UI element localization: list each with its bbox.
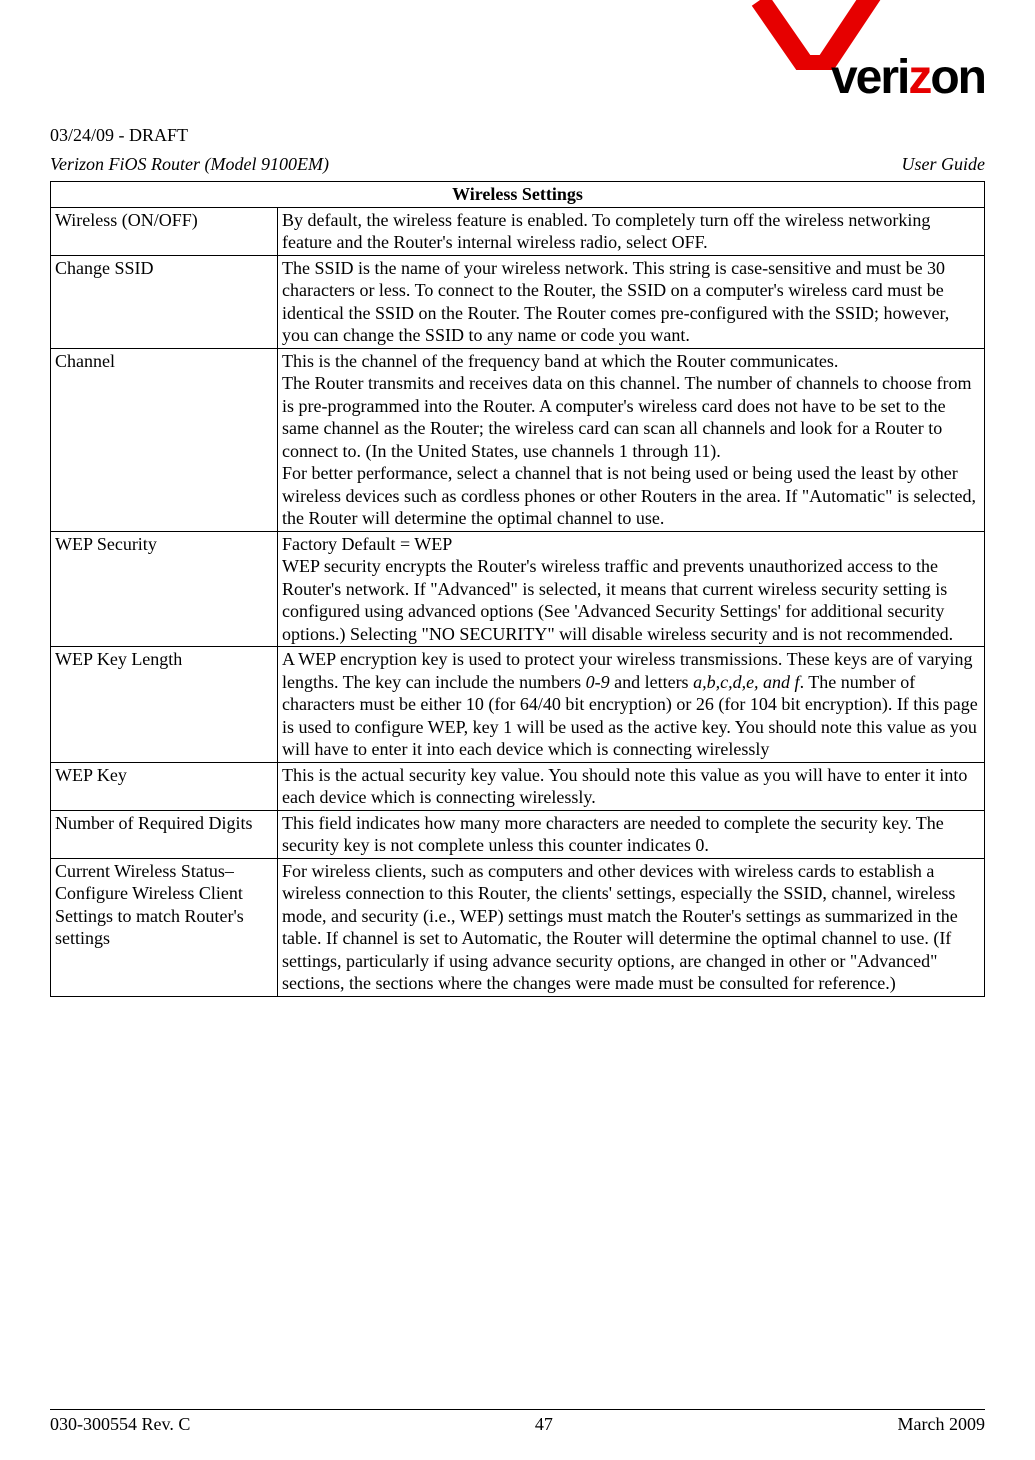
table-row: WEP SecurityFactory Default = WEPWEP sec… [51, 531, 985, 647]
table-row: Number of Required DigitsThis field indi… [51, 810, 985, 858]
setting-label: Wireless (ON/OFF) [51, 207, 278, 255]
verizon-logo: verizon [725, 10, 985, 105]
logo-part1: veri [831, 51, 908, 104]
setting-description: Factory Default = WEPWEP security encryp… [278, 531, 985, 647]
doc-title-right: User Guide [902, 154, 986, 175]
setting-description: This is the channel of the frequency ban… [278, 348, 985, 531]
setting-label: WEP Key Length [51, 647, 278, 763]
table-title: Wireless Settings [51, 182, 985, 208]
setting-description: The SSID is the name of your wireless ne… [278, 255, 985, 348]
logo-z: z [908, 51, 930, 104]
page-footer: 030-300554 Rev. C 47 March 2009 [50, 1414, 985, 1435]
table-row: Change SSIDThe SSID is the name of your … [51, 255, 985, 348]
setting-label: WEP Key [51, 762, 278, 810]
footer-divider [50, 1409, 985, 1410]
setting-label: WEP Security [51, 531, 278, 647]
logo-text: verizon [831, 50, 985, 105]
draft-date: 03/24/09 - DRAFT [50, 125, 985, 146]
doc-title-left: Verizon FiOS Router (Model 9100EM) [50, 154, 329, 175]
setting-description: For wireless clients, such as computers … [278, 858, 985, 996]
setting-label: Current Wireless Status–Configure Wirele… [51, 858, 278, 996]
footer-left: 030-300554 Rev. C [50, 1414, 190, 1435]
table-row: WEP KeyThis is the actual security key v… [51, 762, 985, 810]
setting-label: Change SSID [51, 255, 278, 348]
table-row: WEP Key LengthA WEP encryption key is us… [51, 647, 985, 763]
footer-right: March 2009 [898, 1414, 985, 1435]
setting-description: By default, the wireless feature is enab… [278, 207, 985, 255]
document-header: Verizon FiOS Router (Model 9100EM) User … [50, 154, 985, 175]
footer-page-number: 47 [535, 1414, 553, 1435]
table-row: Wireless (ON/OFF)By default, the wireles… [51, 207, 985, 255]
setting-description: This field indicates how many more chara… [278, 810, 985, 858]
setting-label: Channel [51, 348, 278, 531]
table-row: ChannelThis is the channel of the freque… [51, 348, 985, 531]
logo-part2: on [930, 51, 985, 104]
wireless-settings-table: Wireless Settings Wireless (ON/OFF)By de… [50, 181, 985, 997]
table-row: Current Wireless Status–Configure Wirele… [51, 858, 985, 996]
setting-label: Number of Required Digits [51, 810, 278, 858]
setting-description: A WEP encryption key is used to protect … [278, 647, 985, 763]
setting-description: This is the actual security key value. Y… [278, 762, 985, 810]
